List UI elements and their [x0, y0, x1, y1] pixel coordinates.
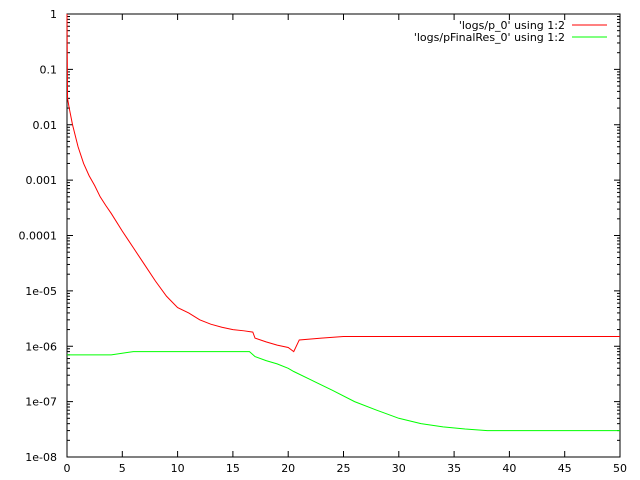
legend-label-p0: 'logs/p_0' using 1:2 — [459, 19, 565, 32]
series-layer — [66, 13, 620, 432]
y-tick-label-0: 1 — [50, 8, 57, 21]
y-tick-label-5: 1e-05 — [25, 285, 57, 298]
y-tick-label-3: 0.001 — [26, 174, 58, 187]
x-axis-ticks: 0 5 10 15 20 25 30 35 40 45 50 — [64, 14, 627, 475]
x-tick-label-2: 10 — [171, 462, 185, 475]
y-tick-label-8: 1e-08 — [25, 451, 57, 464]
y-tick-label-7: 1e-07 — [25, 396, 57, 409]
x-tick-label-7: 35 — [447, 462, 461, 475]
x-tick-label-10: 50 — [613, 462, 627, 475]
plot-area — [66, 13, 621, 458]
legend: 'logs/p_0' using 1:2 'logs/pFinalRes_0' … — [414, 19, 607, 44]
y-axis-ticks: 1 0.1 0.01 0.001 0.0001 1e-05 1e-06 1e-07 1e-08 — [19, 8, 620, 464]
x-tick-label-4: 20 — [281, 462, 295, 475]
y-tick-label-2: 0.01 — [33, 119, 58, 132]
y-tick-label-1: 0.1 — [40, 63, 58, 76]
x-tick-label-8: 40 — [502, 462, 516, 475]
series-line-1 — [67, 351, 620, 432]
legend-label-pfinalres0: 'logs/pFinalRes_0' using 1:2 — [414, 31, 565, 44]
series-line-0 — [66, 13, 620, 353]
y-tick-label-4: 0.0001 — [19, 230, 58, 243]
x-tick-label-9: 45 — [558, 462, 572, 475]
y-tick-label-6: 1e-06 — [25, 340, 57, 353]
x-tick-label-0: 0 — [64, 462, 71, 475]
x-tick-label-5: 25 — [337, 462, 351, 475]
x-tick-label-1: 5 — [119, 462, 126, 475]
x-tick-label-3: 15 — [226, 462, 240, 475]
x-tick-label-6: 30 — [392, 462, 406, 475]
